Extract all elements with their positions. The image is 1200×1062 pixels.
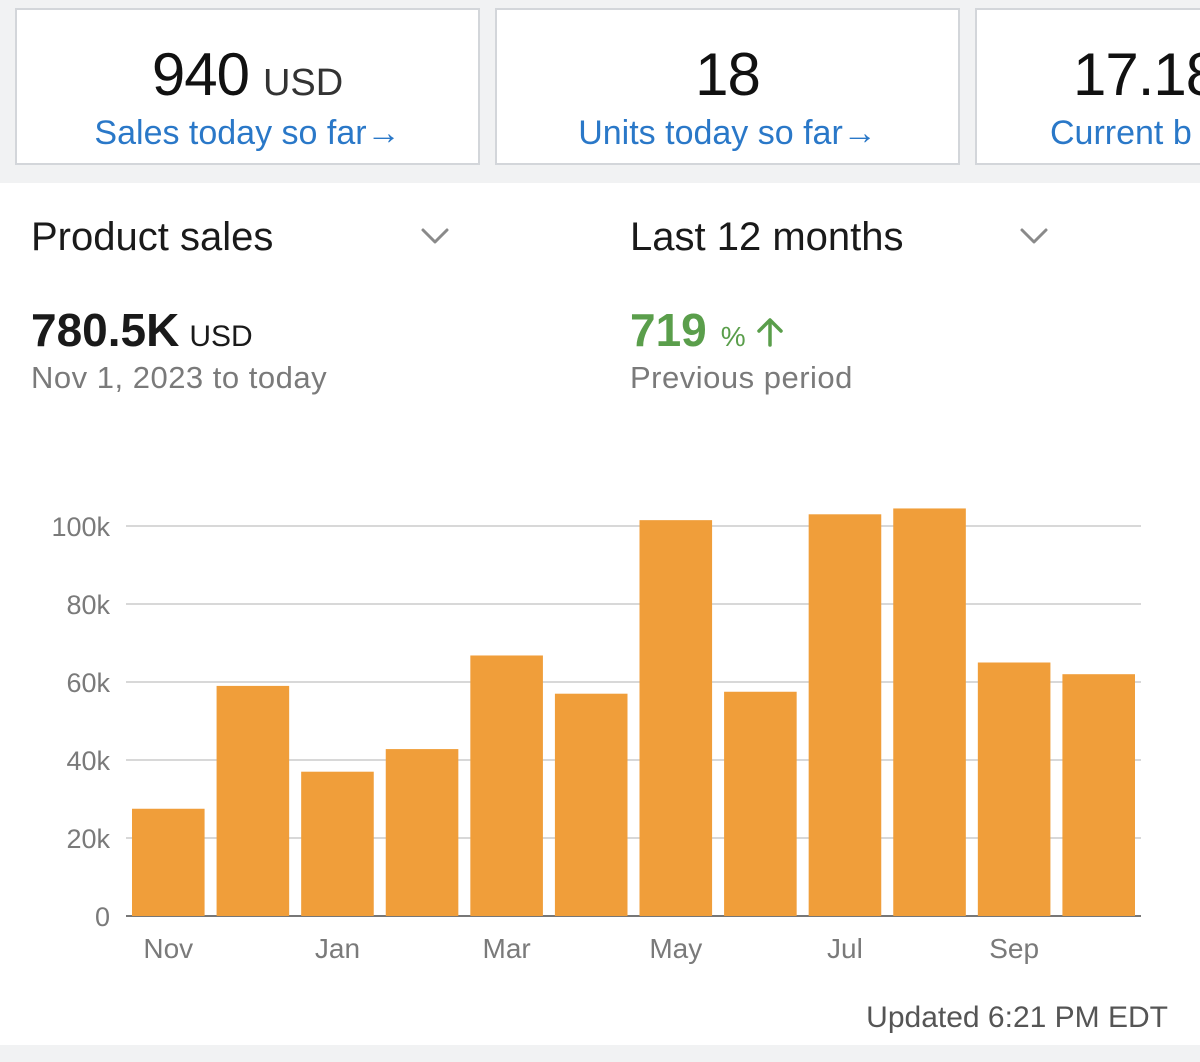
- y-tick-label: 60k: [66, 668, 110, 698]
- current-balance-value-row: 17.18: [1073, 40, 1200, 109]
- period-dropdown[interactable]: Last 12 months: [630, 215, 1055, 267]
- current-balance-link[interactable]: Current b: [1050, 114, 1192, 152]
- sales-today-unit: USD: [262, 62, 344, 104]
- bar-apr[interactable]: [554, 693, 628, 916]
- units-today-card[interactable]: 18 Units today so far→: [495, 8, 960, 165]
- total-sales-unit: USD: [189, 320, 253, 353]
- y-tick-label: 20k: [66, 824, 110, 854]
- bar-may[interactable]: [639, 520, 713, 916]
- bar-feb[interactable]: [385, 749, 459, 916]
- chevron-down-icon: [1020, 228, 1048, 244]
- chevron-down-icon: [421, 228, 449, 244]
- bar-oct[interactable]: [1062, 674, 1135, 916]
- current-balance-value: 17.18: [1073, 41, 1200, 108]
- x-tick-label: Jul: [827, 933, 863, 964]
- period-change-label: Previous period: [630, 360, 853, 395]
- y-tick-label: 80k: [66, 590, 110, 620]
- total-sales-value: 780.5K: [31, 304, 180, 356]
- current-balance-card[interactable]: 17.18 Current b: [975, 8, 1200, 165]
- units-today-value-row: 18: [497, 40, 958, 109]
- bottom-divider: [0, 1045, 1200, 1062]
- y-tick-label: 40k: [66, 746, 110, 776]
- sales-today-value-row: 940 USD: [17, 40, 478, 109]
- units-today-value: 18: [695, 41, 761, 108]
- metric-dropdown[interactable]: Product sales: [31, 215, 456, 267]
- sales-today-card[interactable]: 940 USD Sales today so far→: [15, 8, 480, 165]
- x-tick-label: May: [649, 933, 702, 964]
- period-change-value: 719: [630, 304, 707, 356]
- sales-today-link[interactable]: Sales today so far→: [94, 114, 401, 152]
- units-today-link[interactable]: Units today so far→: [578, 114, 877, 152]
- period-change: 719%: [630, 303, 786, 357]
- sales-today-value: 940: [151, 41, 250, 108]
- bar-nov[interactable]: [132, 808, 205, 916]
- metric-dropdown-label: Product sales: [31, 215, 274, 259]
- arrow-up-icon: [757, 318, 783, 347]
- bar-jul[interactable]: [808, 514, 882, 916]
- x-tick-label: Nov: [143, 933, 193, 964]
- bar-dec[interactable]: [216, 685, 290, 916]
- y-tick-label: 100k: [51, 512, 110, 542]
- bar-sep[interactable]: [977, 662, 1051, 917]
- total-sales-period: Nov 1, 2023 to today: [31, 360, 328, 395]
- bar-jun[interactable]: [724, 691, 797, 916]
- bar-mar[interactable]: [470, 655, 543, 916]
- updated-timestamp: Updated 6:21 PM EDT: [866, 1001, 1168, 1034]
- sales-bar-chart: 0 20k 40k 60k 80k 100k Nov Jan Mar May Jul Sep: [51, 508, 1141, 964]
- x-tick-label: Jan: [315, 933, 360, 964]
- x-tick-label: Mar: [483, 933, 531, 964]
- y-tick-label: 0: [95, 902, 110, 932]
- period-change-unit: %: [720, 321, 746, 352]
- bar-jan[interactable]: [301, 771, 374, 916]
- summary-strip: 940 USD Sales today so far→ 18 Units toda…: [0, 0, 1200, 183]
- x-tick-label: Sep: [989, 933, 1039, 964]
- period-dropdown-label: Last 12 months: [630, 215, 904, 259]
- sales-chart-section: Product sales Last 12 months 780.5K USD N…: [0, 183, 1200, 1045]
- bar-aug[interactable]: [893, 508, 966, 916]
- total-sales: 780.5K USD: [31, 303, 253, 357]
